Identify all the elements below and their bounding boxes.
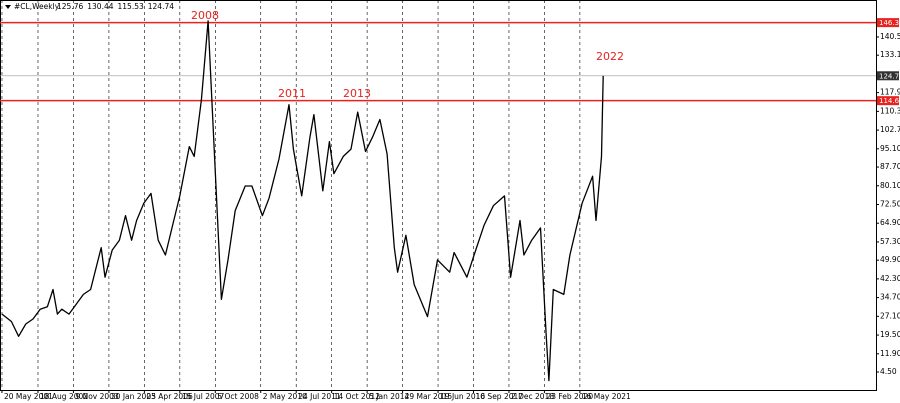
symbol: #CL,Weekly xyxy=(14,2,60,11)
price-tag xyxy=(877,18,899,28)
y-tick-label: 4.50 xyxy=(880,367,897,376)
y-tick-label: 42.30 xyxy=(880,274,900,283)
x-tick-label: 14 Oct 2012 xyxy=(334,392,381,401)
y-tick-label: 57.30 xyxy=(880,237,900,246)
x-tick-label: 18 Aug 2002 xyxy=(40,392,88,401)
price-tag-label: 114.64 xyxy=(879,97,900,105)
price-tag-label: 124.74 xyxy=(879,72,900,80)
y-tick-label: 11.90 xyxy=(880,349,900,358)
price-tag xyxy=(877,96,899,106)
x-tick-label: 9 Nov 2003 xyxy=(75,392,118,401)
price-tag-label: 146.32 xyxy=(879,19,900,27)
price-line-series xyxy=(1,20,604,382)
annotation: 2008 xyxy=(191,9,219,22)
y-tick-label: 140.50 xyxy=(880,32,900,41)
y-tick-label: 102.70 xyxy=(880,125,900,134)
y-tick-label: 117.90 xyxy=(880,88,900,97)
x-tick-label: 5 Oct 2008 xyxy=(217,392,259,401)
y-tick-label: 87.70 xyxy=(880,162,900,171)
y-tick-label: 80.10 xyxy=(880,181,900,190)
y-tick-label: 19.50 xyxy=(880,330,900,339)
y-tick-label: 133.10 xyxy=(880,50,900,59)
menu-arrow[interactable] xyxy=(5,5,11,9)
x-tick-label: 2 May 2010 xyxy=(263,392,307,401)
x-tick-label: 23 Apr 2006 xyxy=(146,392,193,401)
ohlc-value: 125.76 xyxy=(57,2,83,11)
x-tick-label: 23 Feb 2020 xyxy=(546,392,593,401)
y-tick-label: 72.50 xyxy=(880,199,900,208)
y-tick-label: 95.10 xyxy=(880,144,900,153)
y-tick-label: 49.90 xyxy=(880,255,900,264)
x-tick-label: 19 Jun 2016 xyxy=(440,392,485,401)
ohlc-value: 130.44 xyxy=(87,2,113,11)
x-tick-label: 30 Jan 2005 xyxy=(111,392,156,401)
y-tick-label: 27.10 xyxy=(880,311,900,320)
annotation: 2011 xyxy=(278,87,306,100)
ohlc-value: 115.53 xyxy=(118,2,144,11)
x-tick-label: 16 May 2021 xyxy=(582,392,631,401)
y-tick-label: 110.30 xyxy=(880,106,900,115)
plot-frame xyxy=(0,0,877,391)
y-tick-label: 34.70 xyxy=(880,293,900,302)
y-tick-label: 64.90 xyxy=(880,218,900,227)
x-tick-label: 5 Jan 2014 xyxy=(369,392,409,401)
x-tick-label: 20 May 2001 xyxy=(4,392,53,401)
x-tick-label: 10 Sep 2017 xyxy=(476,392,524,401)
price-tag xyxy=(877,71,899,81)
x-tick-label: 15 Jul 2007 xyxy=(182,392,225,401)
annotation: 2013 xyxy=(343,87,371,100)
x-tick-label: 24 Jul 2011 xyxy=(298,392,341,401)
x-tick-label: 29 Mar 2015 xyxy=(405,392,453,401)
ohlc-value: 124.74 xyxy=(148,2,174,11)
annotation: 2022 xyxy=(596,50,624,63)
x-tick-label: 2 Dec 2018 xyxy=(511,392,554,401)
